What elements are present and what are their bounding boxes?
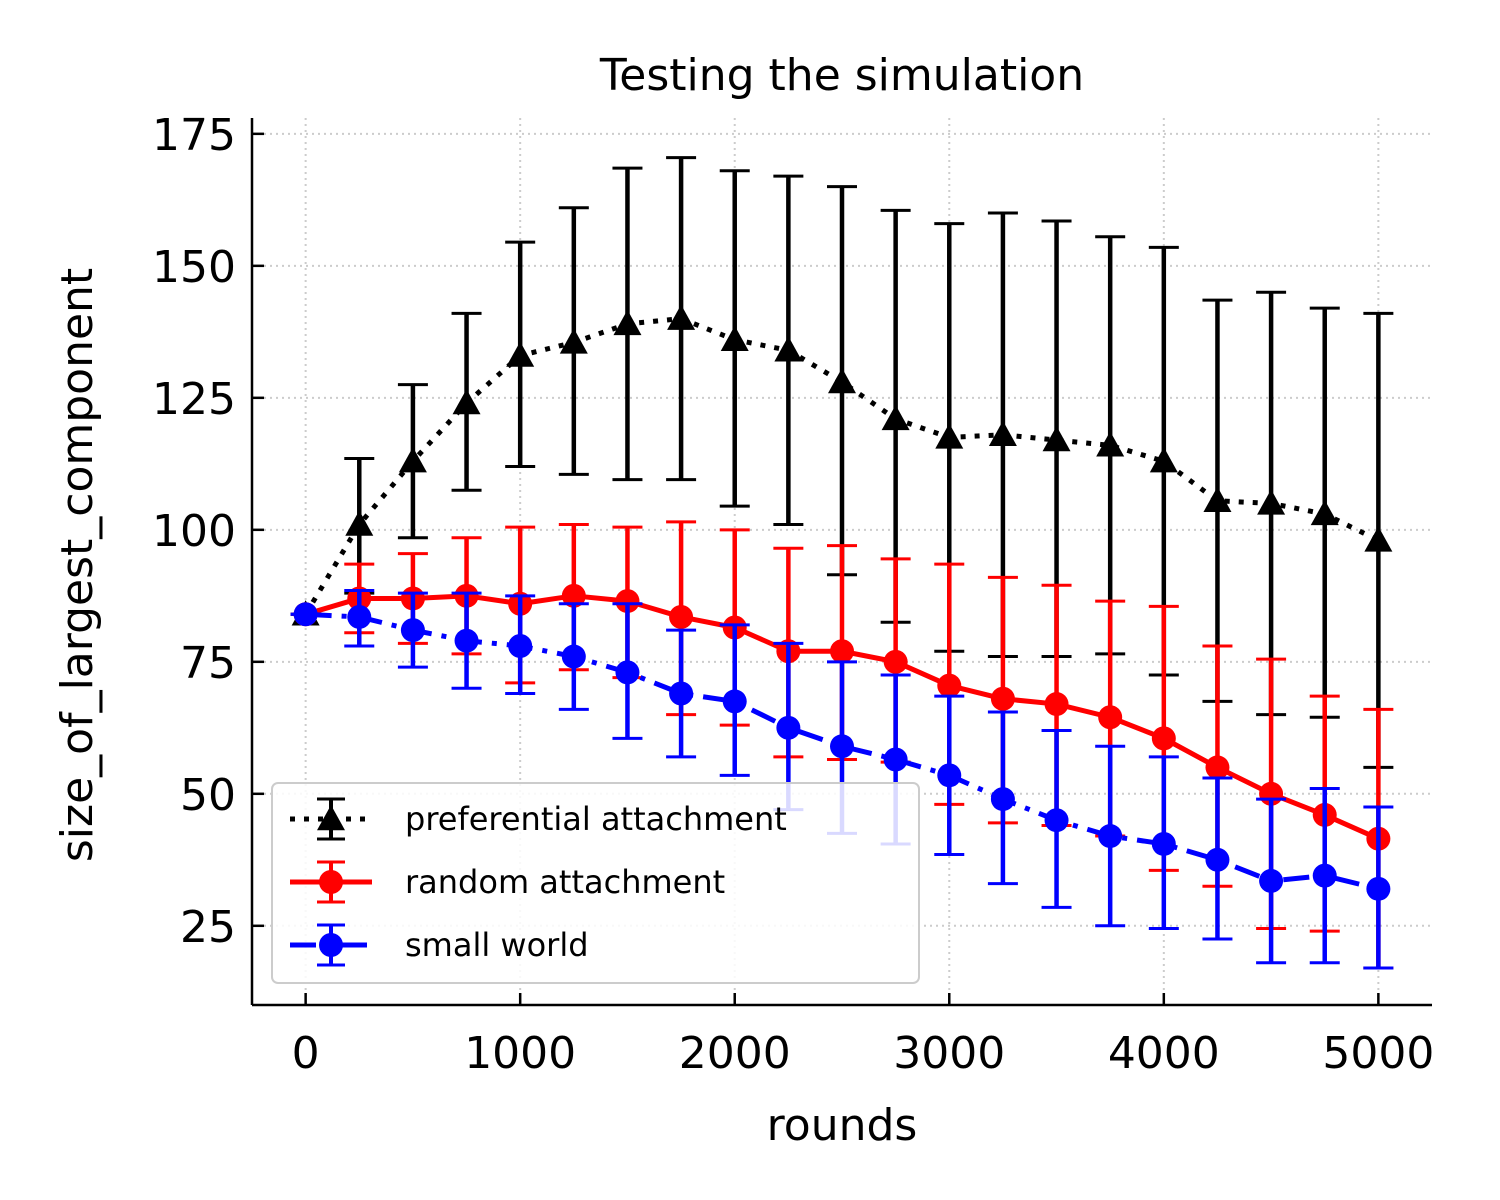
data-point	[988, 420, 1017, 446]
legend-label: small world	[405, 926, 589, 964]
legend: preferential attachment random attachment…	[271, 782, 920, 984]
x-tick-label: 5000	[1322, 1028, 1434, 1079]
series-small-world	[290, 589, 1394, 970]
data-point	[881, 404, 910, 431]
y-tick-label: 50	[180, 770, 236, 821]
data-point	[345, 510, 374, 536]
data-point	[1364, 526, 1393, 552]
x-tick-label: 1000	[464, 1028, 576, 1079]
data-point	[667, 304, 696, 330]
y-axis-label: size_of_largest_component	[52, 268, 103, 862]
data-point	[883, 649, 908, 674]
data-point	[830, 734, 854, 759]
data-point	[669, 604, 694, 629]
y-tick-label: 100	[152, 506, 236, 557]
data-point	[669, 681, 694, 706]
legend-box	[271, 782, 920, 984]
y-tick-label: 125	[152, 374, 236, 425]
data-point	[774, 336, 803, 362]
data-point	[937, 673, 962, 698]
legend-label: random attachment	[405, 863, 725, 901]
data-point	[1203, 486, 1232, 512]
data-point	[1151, 726, 1176, 751]
data-point	[1096, 431, 1125, 457]
data-point	[454, 628, 479, 653]
data-point	[1205, 847, 1230, 872]
x-axis-label: rounds	[767, 1100, 918, 1151]
legend-entry: random attachment	[290, 860, 725, 904]
data-point	[935, 423, 964, 449]
data-point	[1044, 692, 1069, 717]
y-tick-label: 25	[180, 902, 236, 953]
data-point	[1310, 499, 1339, 526]
y-tick-label: 175	[152, 110, 236, 161]
legend-entry: small world	[290, 923, 589, 967]
data-point	[508, 633, 533, 658]
data-point	[1366, 876, 1391, 901]
data-point	[615, 589, 640, 614]
data-point	[937, 763, 962, 788]
data-point	[1205, 755, 1230, 780]
series-preferential-attachment	[290, 156, 1394, 769]
data-point	[990, 787, 1015, 812]
data-point	[615, 660, 640, 685]
data-point	[1098, 705, 1123, 730]
data-point	[883, 747, 908, 772]
data-point	[561, 644, 586, 669]
ticks: 0 1000 2000 3000 4000 5000 25 50 75 100 125 150 175	[152, 110, 1434, 1079]
data-point	[293, 602, 318, 627]
data-point	[830, 639, 854, 664]
series-layer	[290, 156, 1394, 970]
legend-label: preferential attachment	[405, 800, 787, 838]
data-point	[1312, 863, 1337, 888]
x-tick-label: 4000	[1108, 1028, 1220, 1079]
data-point	[559, 328, 588, 354]
x-tick-label: 3000	[893, 1028, 1005, 1079]
data-point	[400, 618, 425, 643]
data-point	[347, 604, 372, 629]
data-point	[1149, 447, 1178, 473]
data-point	[613, 309, 642, 336]
x-tick-label: 0	[292, 1028, 320, 1079]
chart-title: Testing the simulation	[599, 50, 1084, 101]
data-point	[452, 389, 481, 415]
data-point	[828, 367, 856, 394]
data-point	[776, 715, 801, 740]
data-point	[398, 447, 427, 473]
data-point	[1151, 831, 1176, 856]
series-line	[305, 611, 1379, 892]
data-point	[561, 583, 586, 608]
data-point	[1042, 426, 1071, 452]
data-point	[1098, 824, 1123, 849]
data-point	[506, 341, 535, 367]
data-point	[990, 686, 1015, 711]
y-tick-label: 75	[180, 638, 236, 689]
data-point	[1259, 868, 1284, 893]
legend-marker	[317, 805, 345, 831]
legend-entry: preferential attachment	[290, 797, 787, 841]
y-tick-label: 150	[152, 242, 236, 293]
legend-marker	[319, 870, 343, 894]
legend-marker	[319, 933, 343, 957]
data-point	[720, 325, 749, 351]
data-point	[1257, 489, 1286, 515]
data-point	[1044, 808, 1069, 833]
x-tick-label: 2000	[679, 1028, 791, 1079]
data-point	[722, 689, 747, 714]
